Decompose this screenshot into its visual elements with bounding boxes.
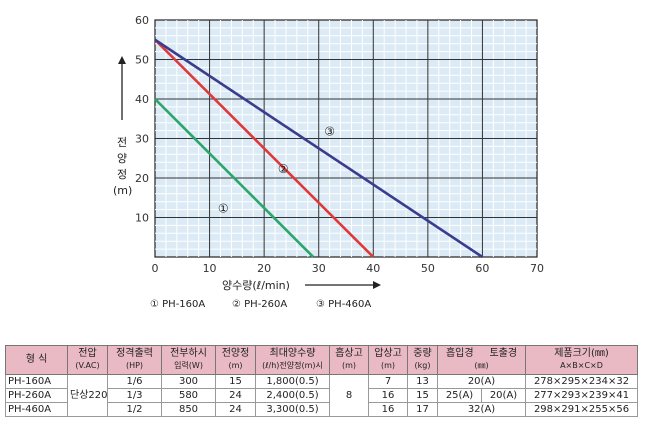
y-axis-label-3: 정 — [117, 168, 127, 181]
cell-hp: 1/2 — [107, 402, 162, 417]
cell-watts: 850 — [161, 402, 216, 417]
th-discharge-bore: 토출경 — [489, 348, 518, 359]
table-header-row: 형 식 전압 (V.AC) 정격출력 (HP) 전부하시 입력(W) 전양정 (m) 최… — [5, 345, 638, 375]
spec-table: 형 식 전압 (V.AC) 정격출력 (HP) 전부하시 입력(W) 전양정 (m) 최… — [5, 345, 638, 417]
cell-watts: 580 — [161, 388, 216, 403]
series-line-1 — [154, 98, 315, 258]
grid — [154, 19, 538, 258]
series-label-1: ① — [218, 202, 229, 216]
cell-hp: 1/6 — [107, 374, 162, 389]
cell-watts: 300 — [161, 374, 216, 389]
series-label-3: ③ — [324, 125, 335, 139]
legend-item-3: ③ PH-460A — [316, 299, 371, 310]
cell-weight: 15 — [407, 388, 438, 403]
x-tick-label: 70 — [530, 262, 544, 275]
cell-size: 278×295×234×32 — [525, 374, 638, 389]
th-output: 정격출력 (HP) — [107, 345, 162, 375]
cell-hp: 1/3 — [107, 388, 162, 403]
legend-item-1: ① PH-160A — [150, 299, 205, 310]
th-suction-bore: 흡입경 — [445, 348, 474, 359]
x-tick-label: 40 — [366, 262, 380, 275]
x-tick-label: 30 — [312, 262, 326, 275]
cell-head: 24 — [215, 402, 256, 417]
th-head: 전양정 (m) — [215, 345, 256, 375]
cell-lift: 16 — [368, 402, 408, 417]
cell-lift: 7 — [368, 374, 408, 389]
th-bore: 흡입경 토출경 (㎜) — [437, 345, 526, 375]
table-row: PH-160A 단상220 1/6 300 15 1,800(0.5) 8 7 … — [5, 374, 638, 417]
y-axis-label-2: 양 — [117, 152, 127, 165]
cell-suction-height: 8 — [329, 374, 369, 417]
cell-weight: 17 — [407, 402, 438, 417]
y-tick-label: 60 — [135, 14, 149, 27]
th-suction-height: 흡상고 (m) — [329, 345, 369, 375]
cell-bore-shared: 20(A) — [437, 374, 526, 389]
cell-model: PH-160A — [5, 374, 68, 389]
cell-flow: 3,300(0.5) — [255, 402, 330, 417]
pump-performance-chart: 0 10 20 30 40 50 60 70 10 20 30 40 50 60 ① ② ③ 전 양 정 (… — [113, 14, 545, 310]
table-row: PH-460A 1/2 850 24 3,300(0.5) 16 17 32(A… — [5, 402, 638, 417]
x-tick-label: 10 — [203, 262, 217, 275]
x-tick-label: 60 — [475, 262, 489, 275]
cell-head: 15 — [215, 374, 256, 389]
cell-model: PH-460A — [5, 402, 68, 417]
cell-weight: 13 — [407, 374, 438, 389]
y-tick-label: 20 — [135, 172, 149, 185]
cell-suction-bore: 25(A) — [437, 388, 482, 403]
y-tick-label: 40 — [135, 93, 149, 106]
cell-flow: 1,800(0.5) — [255, 374, 330, 389]
y-arrow-head — [118, 56, 126, 64]
series-line-2 — [154, 38, 375, 258]
cell-head: 24 — [215, 388, 256, 403]
x-axis-label: 양수량(ℓ/min) — [222, 279, 290, 292]
th-size: 제품크기(㎜) A×B×C×D — [525, 345, 638, 375]
cell-model: PH-260A — [5, 388, 68, 403]
cell-lift: 16 — [368, 388, 408, 403]
th-lift-height: 압상고 (m) — [368, 345, 408, 375]
th-weight: 중량 (kg) — [407, 345, 438, 375]
y-tick-label: 50 — [135, 54, 149, 67]
series-line-3 — [154, 38, 484, 259]
th-bore-unit: (㎜) — [474, 361, 489, 370]
cell-size: 277×293×239×41 — [525, 388, 638, 403]
series-lines — [154, 38, 484, 259]
cell-voltage: 단상220 — [67, 374, 108, 417]
y-tick-label: 30 — [135, 133, 149, 146]
x-tick-label: 0 — [152, 262, 159, 275]
y-tick-labels: 10 20 30 40 50 60 — [135, 14, 149, 225]
th-model: 형 식 — [5, 345, 68, 375]
th-max-flow: 최대양수량 (ℓ/h)전양정(m)시 — [255, 345, 330, 375]
th-input: 전부하시 입력(W) — [161, 345, 216, 375]
x-tick-label: 50 — [421, 262, 435, 275]
x-arrow-head — [373, 281, 381, 289]
series-labels: ① ② ③ — [218, 125, 335, 216]
x-tick-labels: 0 10 20 30 40 50 60 70 — [152, 262, 545, 275]
y-tick-label: 10 — [135, 212, 149, 225]
cell-size: 298×291×255×56 — [525, 402, 638, 417]
legend-item-2: ② PH-260A — [232, 299, 287, 310]
y-axis-label-1: 전 — [117, 136, 127, 149]
x-tick-label: 20 — [257, 262, 271, 275]
series-label-2: ② — [278, 162, 289, 176]
cell-flow: 2,400(0.5) — [255, 388, 330, 403]
th-voltage: 전압 (V.AC) — [67, 345, 108, 375]
cell-discharge-bore: 20(A) — [481, 388, 526, 403]
cell-bore-shared: 32(A) — [437, 402, 526, 417]
y-axis-label-unit: (m) — [113, 184, 132, 197]
